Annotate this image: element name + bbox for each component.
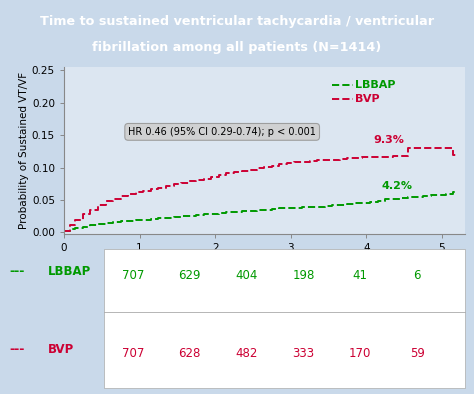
Text: 41: 41 — [353, 269, 368, 282]
Text: 482: 482 — [235, 347, 258, 359]
Text: Time to sustained ventricular tachycardia / ventricular: Time to sustained ventricular tachycardi… — [40, 15, 434, 28]
Text: BVP: BVP — [47, 344, 73, 356]
Text: 628: 628 — [178, 347, 201, 359]
Text: 6: 6 — [413, 269, 421, 282]
Text: HR 0.46 (95% CI 0.29-0.74); p < 0.001: HR 0.46 (95% CI 0.29-0.74); p < 0.001 — [128, 127, 316, 137]
Text: 404: 404 — [235, 269, 258, 282]
Text: 59: 59 — [410, 347, 425, 359]
Text: LBBAP: LBBAP — [355, 80, 395, 89]
Text: ---: --- — [9, 265, 25, 277]
FancyBboxPatch shape — [104, 249, 465, 388]
Text: 4.2%: 4.2% — [382, 181, 412, 191]
Text: 707: 707 — [121, 269, 144, 282]
Text: 170: 170 — [349, 347, 372, 359]
Text: BVP: BVP — [355, 95, 380, 104]
Text: fibrillation among all patients (N=1414): fibrillation among all patients (N=1414) — [92, 41, 382, 54]
Y-axis label: Probability of Sustained VT/VF: Probability of Sustained VT/VF — [19, 72, 29, 229]
Text: 333: 333 — [292, 347, 314, 359]
Text: 707: 707 — [121, 347, 144, 359]
X-axis label: Time to Sustained VT/VF (Years): Time to Sustained VT/VF (Years) — [170, 256, 359, 269]
Text: LBBAP: LBBAP — [47, 265, 91, 277]
Text: 198: 198 — [292, 269, 315, 282]
Text: 629: 629 — [178, 269, 201, 282]
Text: ---: --- — [9, 344, 25, 356]
Text: 9.3%: 9.3% — [374, 135, 405, 145]
